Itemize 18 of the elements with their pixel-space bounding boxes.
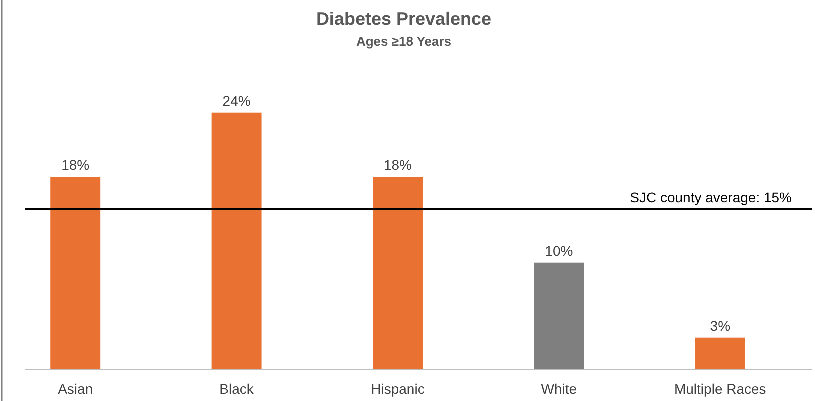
x-tick-label: White <box>541 381 578 397</box>
data-label: 3% <box>710 318 731 334</box>
data-label: 18% <box>62 157 90 174</box>
data-label: 10% <box>545 242 574 259</box>
chart-title: Diabetes Prevalence <box>316 9 492 29</box>
x-tick-label: Hispanic <box>371 381 425 397</box>
data-label: 18% <box>384 157 412 174</box>
bar <box>695 338 746 370</box>
bar <box>373 177 423 370</box>
bar <box>212 112 262 370</box>
bar <box>534 262 584 370</box>
chart-subtitle: Ages ≥18 Years <box>356 34 452 49</box>
x-tick-label: Black <box>220 381 255 397</box>
bar <box>50 177 101 370</box>
data-label: 24% <box>222 92 251 109</box>
ref-line-label: SJC county average: 15% <box>630 189 792 206</box>
x-tick-label: Multiple Races <box>674 381 766 397</box>
x-tick-label: Asian <box>58 381 94 397</box>
